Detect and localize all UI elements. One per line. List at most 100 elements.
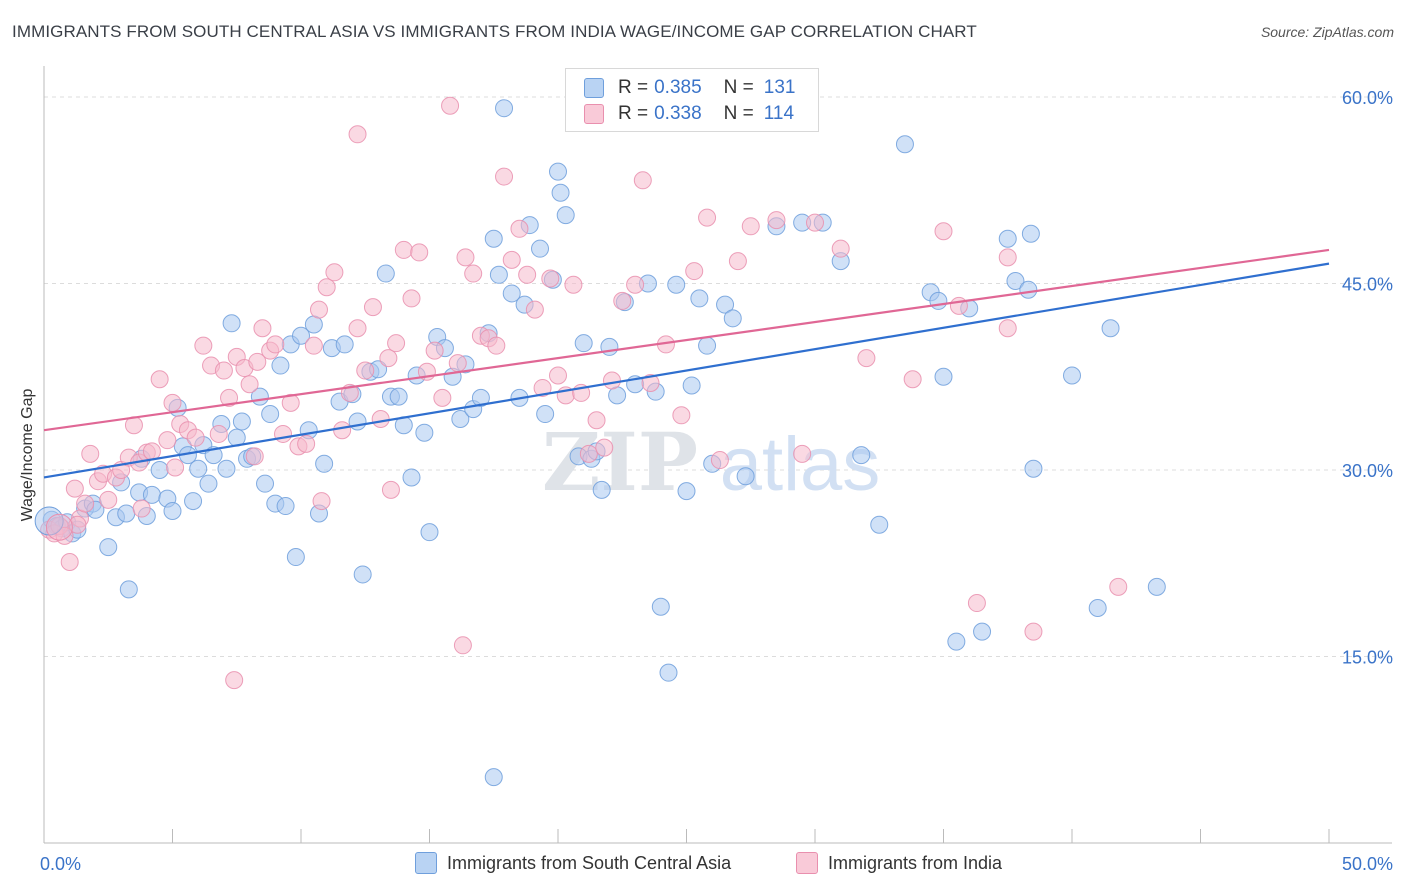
point-india bbox=[220, 388, 239, 407]
point-india bbox=[186, 428, 205, 447]
point-south-central-asia bbox=[389, 387, 408, 406]
point-india bbox=[464, 264, 483, 283]
point-india bbox=[225, 671, 244, 690]
legend-r-value-pink: 0.338 bbox=[654, 103, 702, 124]
point-south-central-asia bbox=[651, 597, 670, 616]
point-south-central-asia bbox=[199, 474, 218, 493]
point-south-central-asia bbox=[536, 405, 555, 424]
point-south-central-asia bbox=[286, 548, 305, 567]
point-india bbox=[587, 411, 606, 430]
point-south-central-asia bbox=[852, 446, 871, 465]
point-south-central-asia bbox=[736, 467, 755, 486]
point-south-central-asia bbox=[276, 497, 295, 516]
point-india bbox=[81, 444, 100, 463]
point-india bbox=[510, 219, 529, 238]
point-india bbox=[387, 334, 406, 353]
point-india bbox=[158, 431, 177, 450]
point-india bbox=[312, 492, 331, 511]
point-south-central-asia bbox=[150, 461, 169, 479]
point-india bbox=[487, 336, 506, 355]
point-south-central-asia bbox=[1063, 366, 1081, 385]
point-south-central-asia bbox=[420, 523, 439, 542]
point-south-central-asia bbox=[402, 468, 421, 487]
point-india bbox=[453, 636, 472, 655]
watermark-zip: ZIP bbox=[542, 415, 698, 509]
point-south-central-asia bbox=[353, 565, 372, 584]
point-india bbox=[379, 349, 398, 368]
point-india bbox=[317, 278, 336, 297]
point-india bbox=[394, 240, 413, 259]
point-south-central-asia bbox=[551, 183, 570, 202]
point-india bbox=[549, 366, 567, 385]
legend-r-value-blue: 0.385 bbox=[654, 77, 702, 98]
point-india bbox=[967, 594, 986, 613]
point-south-central-asia bbox=[698, 336, 717, 355]
point-south-central-asia bbox=[600, 337, 619, 356]
point-india bbox=[998, 319, 1017, 338]
point-india bbox=[903, 370, 922, 389]
point-india bbox=[60, 553, 79, 572]
point-india bbox=[541, 269, 560, 288]
point-india bbox=[309, 300, 328, 319]
point-south-central-asia bbox=[973, 622, 992, 641]
point-india bbox=[641, 373, 660, 392]
point-south-central-asia bbox=[1021, 224, 1040, 243]
trend-line-south-central-asia bbox=[43, 262, 1330, 479]
point-south-central-asia bbox=[184, 492, 203, 511]
point-india bbox=[579, 444, 598, 463]
point-south-central-asia bbox=[222, 314, 241, 333]
bottom-legend-blue: Immigrants from South Central Asia bbox=[415, 852, 731, 874]
point-south-central-asia bbox=[531, 239, 550, 258]
point-india bbox=[410, 243, 429, 262]
point-south-central-asia bbox=[1101, 319, 1120, 338]
point-india bbox=[831, 239, 850, 258]
point-south-central-asia bbox=[335, 335, 354, 354]
point-india bbox=[304, 336, 323, 355]
point-south-central-asia bbox=[376, 264, 395, 283]
point-south-central-asia bbox=[271, 356, 290, 375]
point-south-central-asia bbox=[304, 315, 323, 334]
point-india bbox=[998, 248, 1017, 267]
point-south-central-asia bbox=[189, 459, 208, 478]
point-india bbox=[371, 410, 390, 429]
legend-r-label: R = bbox=[618, 103, 649, 124]
point-india bbox=[613, 291, 632, 310]
bottom-legend-pink: Immigrants from India bbox=[796, 852, 1002, 874]
bottom-legend-label-blue: Immigrants from South Central Asia bbox=[447, 852, 732, 873]
point-india bbox=[793, 444, 812, 463]
trend-line-india bbox=[43, 248, 1330, 432]
point-south-central-asia bbox=[292, 326, 310, 345]
point-india bbox=[728, 252, 747, 271]
point-india bbox=[1109, 577, 1128, 596]
point-south-central-asia bbox=[232, 412, 251, 431]
point-india bbox=[441, 96, 460, 115]
point-south-central-asia bbox=[690, 289, 709, 308]
tick-labels: 15.0% 30.0% 45.0% 60.0% 0.0% 50.0% bbox=[40, 88, 1393, 874]
point-south-central-asia bbox=[117, 504, 136, 523]
point-india bbox=[685, 262, 704, 281]
point-india bbox=[214, 361, 233, 380]
point-south-central-asia bbox=[484, 229, 503, 248]
point-india bbox=[448, 354, 467, 373]
point-south-central-asia bbox=[1019, 280, 1038, 299]
bottom-legend-label-pink: Immigrants from India bbox=[828, 852, 1003, 873]
axes bbox=[43, 66, 1392, 844]
point-south-central-asia bbox=[870, 515, 889, 534]
chart-title: IMMIGRANTS FROM SOUTH CENTRAL ASIA VS IM… bbox=[12, 22, 977, 41]
point-india bbox=[934, 222, 953, 241]
point-india bbox=[348, 125, 367, 144]
legend-row-pink: R = 0.338 N = 114 bbox=[584, 102, 794, 126]
point-south-central-asia bbox=[315, 454, 334, 473]
watermark: ZIP atlas bbox=[542, 415, 880, 509]
correlation-legend: R = 0.385 N = 131 R = 0.338 N = 114 bbox=[565, 68, 819, 132]
point-india bbox=[525, 300, 544, 319]
point-south-central-asia bbox=[471, 388, 490, 407]
point-south-central-asia bbox=[723, 309, 742, 328]
point-south-central-asia bbox=[667, 275, 686, 294]
chart-source: Source: ZipAtlas.com bbox=[1260, 24, 1394, 40]
point-south-central-asia bbox=[1006, 272, 1025, 291]
point-south-central-asia bbox=[502, 284, 521, 303]
legend-row-blue: R = 0.385 N = 131 bbox=[584, 76, 795, 100]
point-india bbox=[142, 442, 161, 461]
point-india bbox=[194, 336, 213, 355]
